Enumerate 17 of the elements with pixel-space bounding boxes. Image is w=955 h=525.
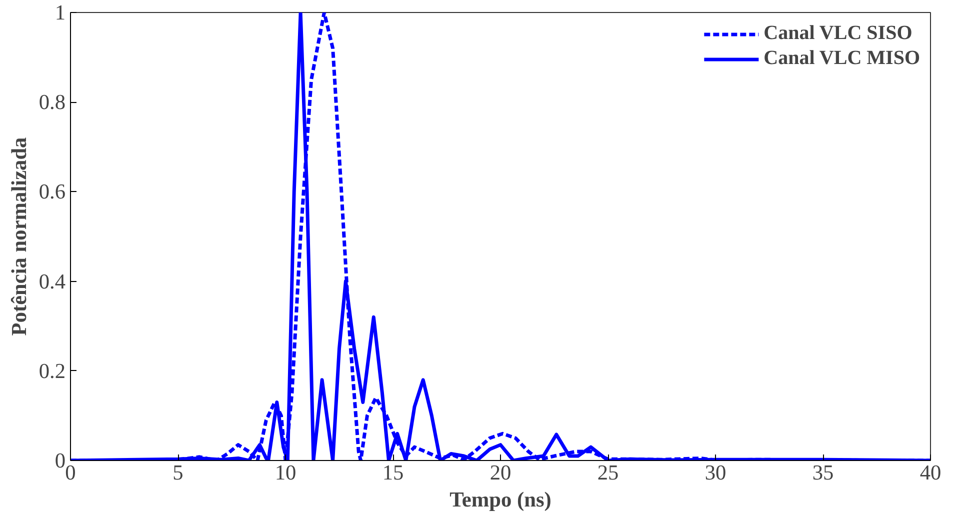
x-tick-label: 25 bbox=[597, 460, 619, 484]
legend-label: Canal VLC MISO bbox=[764, 47, 920, 70]
y-tick-label: 0.6 bbox=[38, 180, 66, 204]
y-tick-label: 0.4 bbox=[38, 269, 66, 294]
y-axis-title: Potência normalizada bbox=[6, 136, 31, 336]
y-tick-label: 1 bbox=[54, 0, 66, 24]
y-tick-label: 0.2 bbox=[38, 358, 66, 383]
x-tick-label: 35 bbox=[812, 460, 834, 484]
legend-label: Canal VLC SISO bbox=[764, 22, 912, 45]
x-tick-label: 20 bbox=[490, 460, 512, 484]
y-tick-label: 0.8 bbox=[38, 90, 66, 114]
x-tick-label: 30 bbox=[704, 460, 726, 484]
x-tick-label: 10 bbox=[274, 460, 296, 484]
x-axis-title: Tempo (ns) bbox=[450, 488, 552, 512]
x-tick-label: 40 bbox=[920, 460, 942, 484]
x-tick-label: 5 bbox=[172, 460, 184, 484]
x-tick-label: 15 bbox=[382, 460, 404, 484]
